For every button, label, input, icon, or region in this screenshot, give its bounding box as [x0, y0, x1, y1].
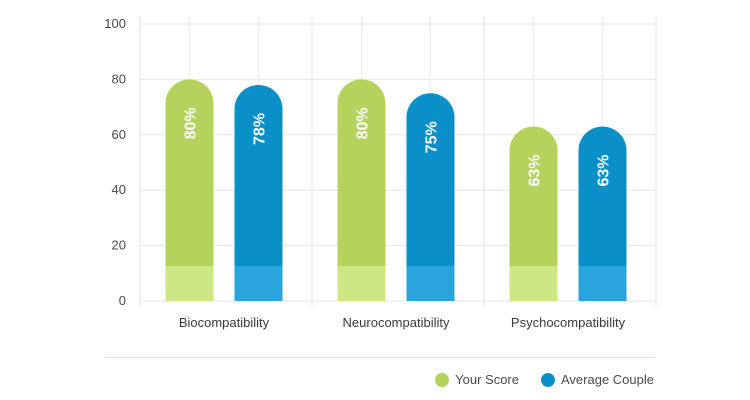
legend-item-average-couple: Average Couple: [541, 372, 654, 387]
bar-your-score: [509, 126, 558, 301]
bar-base-average-couple: [406, 266, 455, 301]
legend-label-average-couple: Average Couple: [561, 372, 654, 387]
bar-base-your-score: [165, 266, 214, 301]
bar-average-couple: [234, 84, 283, 301]
y-tick-label: 100: [104, 16, 126, 31]
data-label-average-couple: 75%: [424, 121, 441, 153]
legend-divider: [105, 357, 655, 358]
bar-chart: 0 20 40 60 80 100 80% 78% Biocompatibility 80% 75…: [104, 16, 657, 330]
x-category-label: Biocompatibility: [179, 315, 270, 330]
chart-legend: Your Score Average Couple: [435, 372, 654, 387]
bar-average-couple: [578, 126, 627, 301]
x-category-label: Psychocompatibility: [511, 315, 626, 330]
bar-your-score: [165, 79, 214, 302]
legend-label-your-score: Your Score: [455, 372, 519, 387]
bar-your-score: [337, 79, 386, 302]
data-label-your-score: 80%: [355, 107, 372, 139]
chart-bars: [165, 79, 627, 302]
bar-base-average-couple: [234, 266, 283, 301]
y-tick-label: 80: [112, 71, 126, 86]
bar-base-your-score: [337, 266, 386, 301]
y-axis: 0 20 40 60 80 100: [104, 16, 126, 308]
bar-average-couple: [406, 93, 455, 302]
data-label-your-score: 80%: [183, 107, 200, 139]
y-tick-label: 20: [112, 238, 126, 253]
chart-labels: 80% 78% Biocompatibility 80% 75% Neurocompati…: [179, 107, 626, 330]
y-tick-label: 40: [112, 182, 126, 197]
bar-base-your-score: [509, 266, 558, 301]
y-tick-label: 0: [119, 293, 126, 308]
data-label-average-couple: 78%: [252, 113, 269, 145]
legend-swatch-your-score: [435, 372, 450, 387]
y-tick-label: 60: [112, 127, 126, 142]
data-label-average-couple: 63%: [596, 154, 613, 186]
data-label-your-score: 63%: [527, 154, 544, 186]
legend-swatch-average-couple: [541, 372, 555, 387]
legend-item-your-score: Your Score: [435, 372, 519, 387]
x-category-label: Neurocompatibility: [343, 315, 450, 330]
bar-base-average-couple: [578, 266, 627, 301]
